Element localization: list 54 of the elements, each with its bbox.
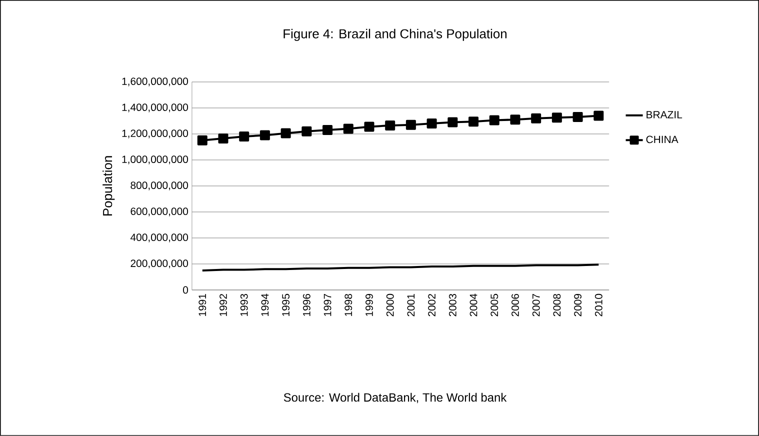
x-tick-label: 2008 — [553, 294, 561, 316]
point — [343, 124, 354, 134]
y-tick-label: 800,000,000 — [130, 182, 188, 190]
chart-title: Figure 4: Brazil and China's Population — [284, 28, 506, 41]
x-tick-label: 2010 — [594, 294, 602, 316]
point — [510, 114, 520, 125]
x-tick-label: 1996 — [302, 294, 310, 316]
x-tick-label: 1991 — [198, 294, 206, 316]
x-tick-label: 1993 — [240, 294, 248, 316]
x-tick-label: 2001 — [407, 294, 415, 316]
y-axis-title: Population — [102, 156, 115, 216]
point — [448, 117, 458, 128]
point — [302, 126, 312, 136]
point — [426, 118, 437, 129]
y-tick-label: 1,400,000,000 — [122, 104, 188, 112]
point — [260, 130, 270, 140]
x-tick-label: 2000 — [386, 294, 394, 316]
point — [489, 115, 500, 126]
y-tick-label: 600,000,000 — [130, 208, 188, 216]
x-tick-label: 2009 — [574, 294, 582, 316]
point — [406, 120, 416, 130]
point — [531, 113, 542, 124]
y-tick-label: 1,600,000,000 — [122, 78, 188, 86]
point — [218, 134, 228, 144]
point — [280, 128, 291, 138]
x-tick-label: 2005 — [490, 294, 498, 316]
x-tick-label: 1994 — [261, 294, 269, 316]
x-tick-label: 1995 — [282, 294, 290, 316]
point — [322, 125, 333, 136]
y-tick-label: 400,000,000 — [130, 234, 188, 242]
x-tick-label: 2002 — [428, 294, 436, 316]
x-tick-label: 2004 — [470, 294, 478, 316]
point — [197, 135, 208, 146]
y-tick-label: 0 — [183, 286, 188, 294]
x-tick-label: 1997 — [324, 294, 332, 316]
point — [364, 122, 374, 132]
x-tick-label: 2006 — [512, 294, 519, 316]
x-tick-label: 2007 — [532, 294, 540, 316]
point — [385, 120, 396, 131]
x-tick-label: 2003 — [448, 294, 456, 316]
y-tick-label: 1,000,000,000 — [122, 156, 188, 164]
x-tick-label: 1992 — [220, 294, 227, 316]
x-tick-label: 1998 — [344, 294, 352, 316]
point — [552, 112, 562, 123]
y-tick-label: 200,000,000 — [130, 260, 188, 268]
y-tick-label: 1,200,000,000 — [122, 130, 188, 138]
point — [594, 110, 604, 121]
source-note: Source: World DataBank, The World bank — [284, 392, 507, 404]
legend-label: BRAZIL — [646, 111, 682, 118]
point — [572, 112, 583, 122]
point — [239, 132, 250, 142]
legend-label: CHINA — [646, 136, 678, 144]
point — [468, 116, 479, 127]
x-tick-label: 1999 — [366, 294, 373, 316]
